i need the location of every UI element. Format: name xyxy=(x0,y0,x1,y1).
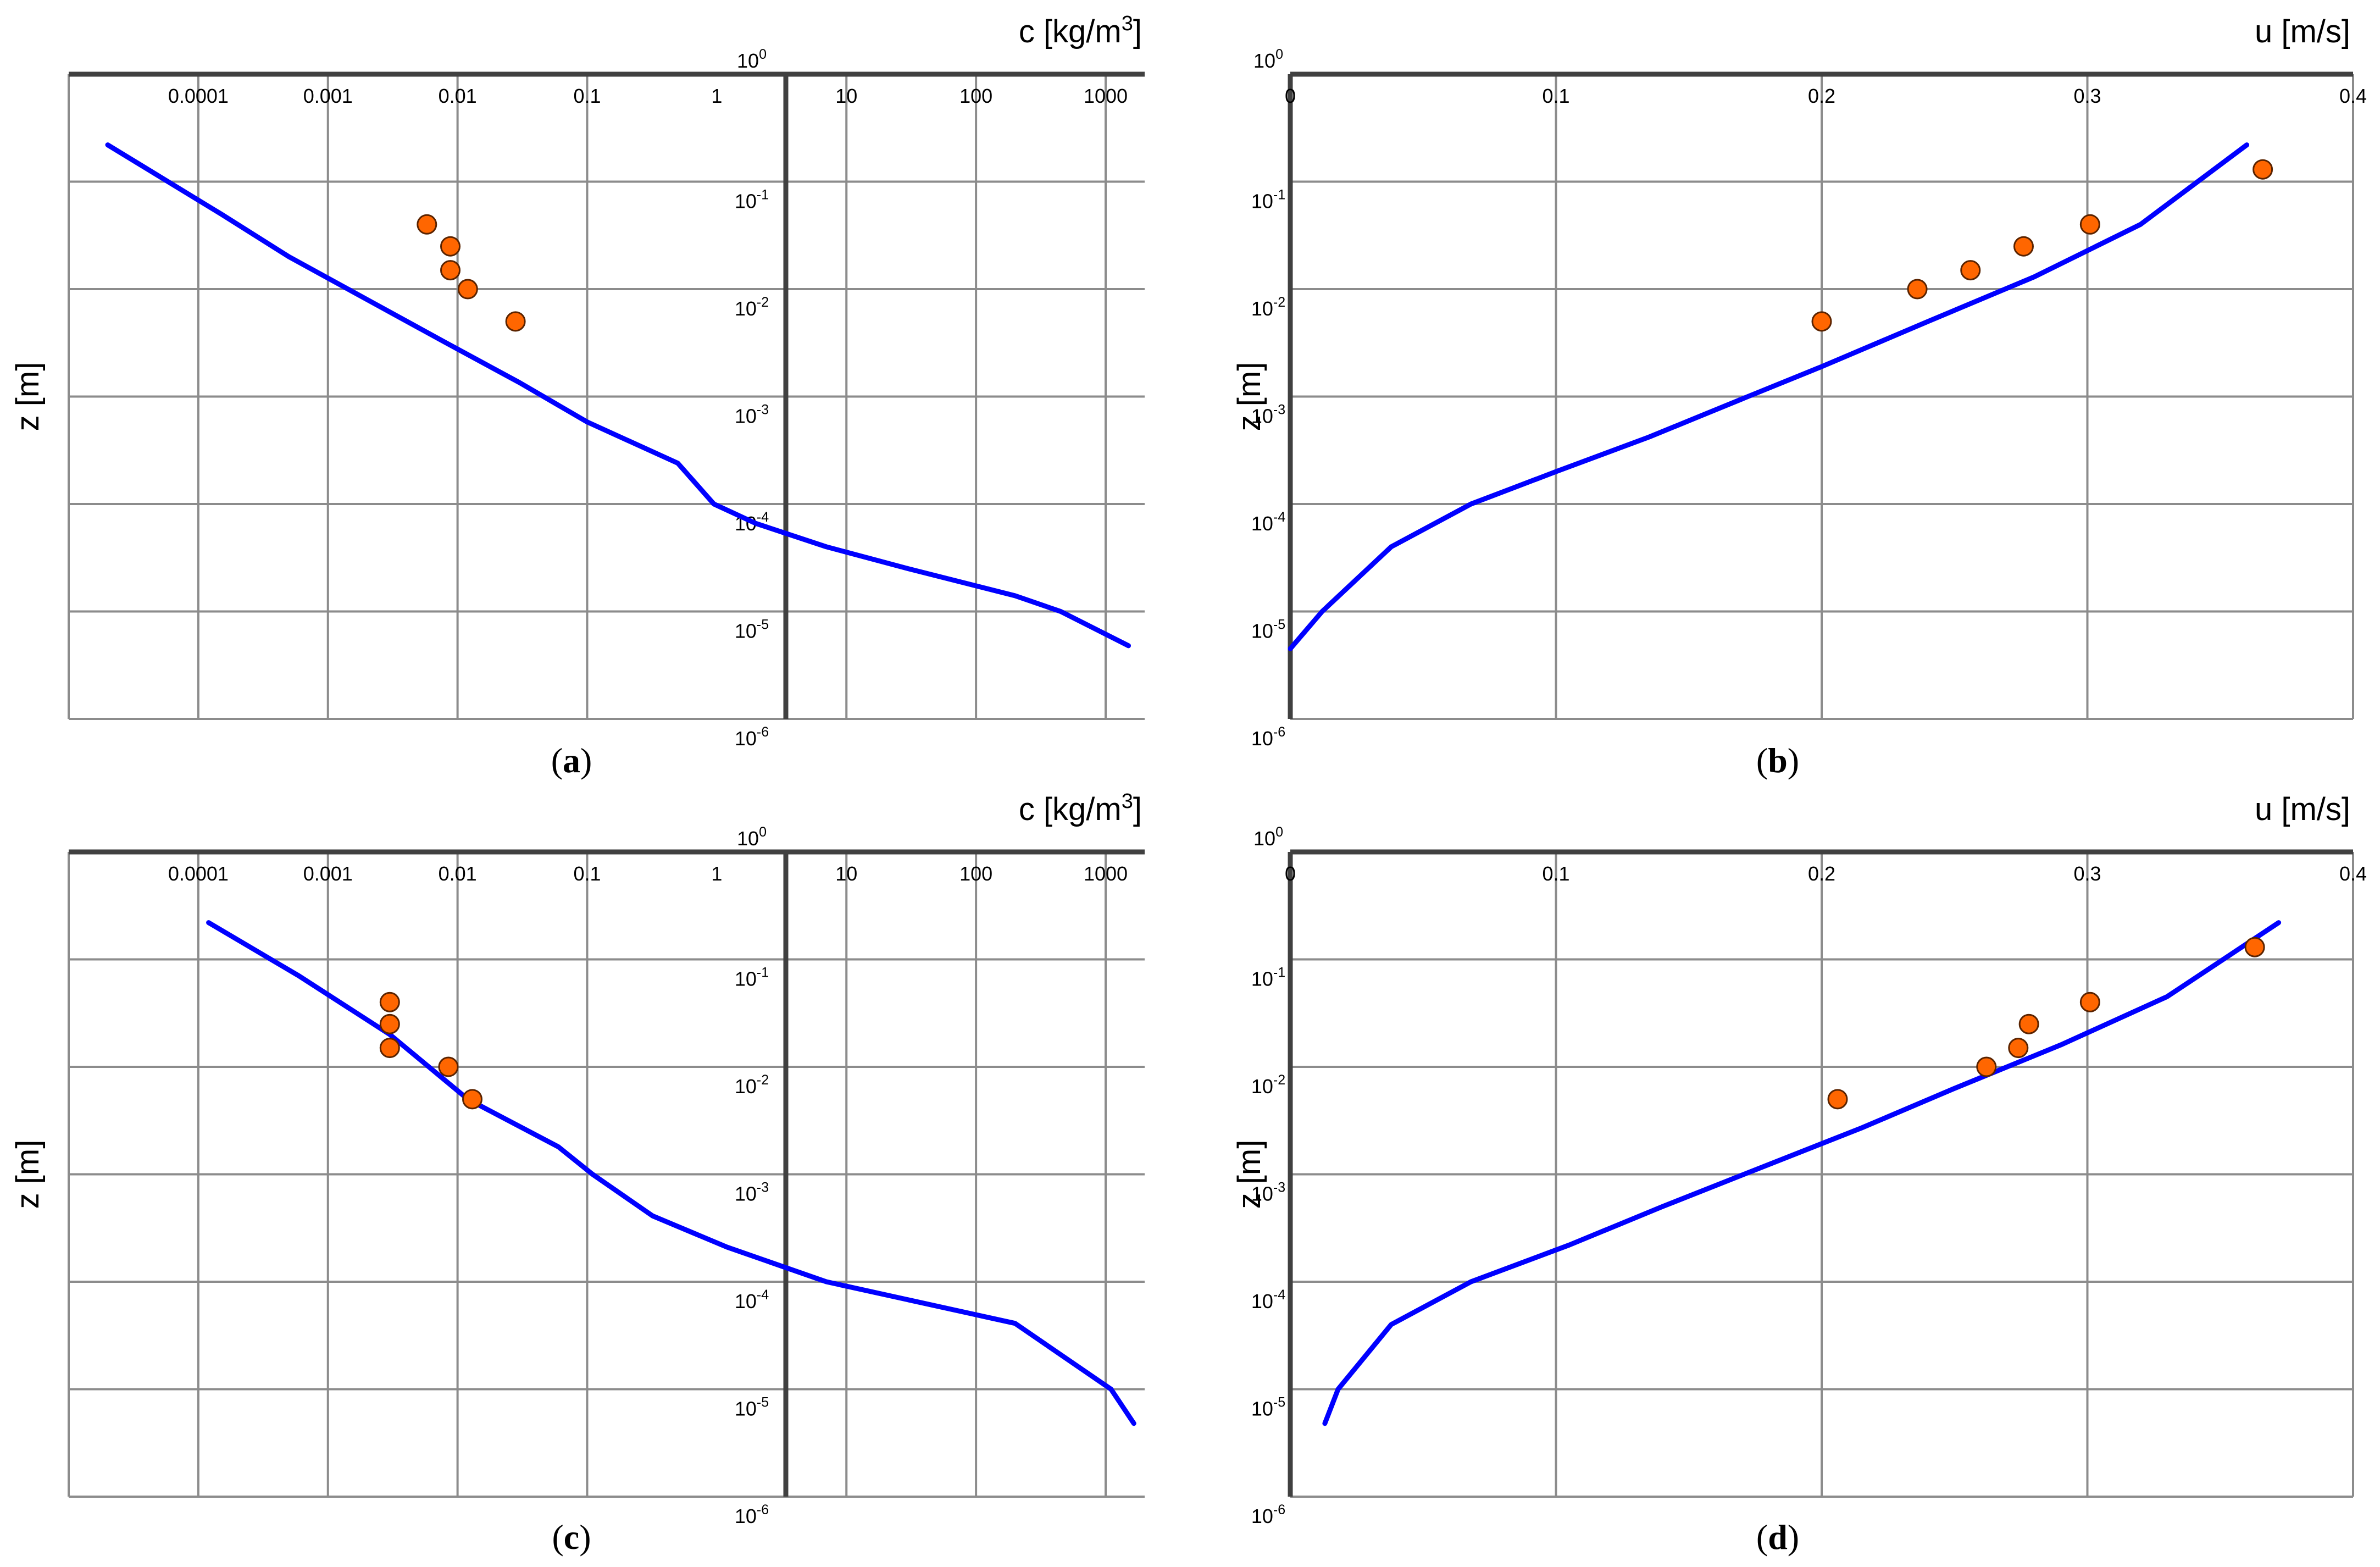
y-tick-label: 10-5 xyxy=(1251,1395,1285,1420)
x-axis-title: c [kg/m3] xyxy=(1019,790,1142,827)
panel-c: 0.0001 0.001 0.01 0.1 1 10 100 1000 100 10-1 10-2 1… xyxy=(10,790,1145,1557)
y-axis-title: z [m] xyxy=(10,362,46,431)
data-point xyxy=(379,1014,400,1034)
panel-a: 0.0001 0.001 0.01 0.1 1 10 100 1000 100 10-1 10-2 1… xyxy=(10,12,1145,780)
y-tick-label: 10-1 xyxy=(735,965,769,990)
y-tick-label: 10-5 xyxy=(735,617,769,643)
y-tick-label: 10-5 xyxy=(735,1395,769,1420)
x-tick-label: 0.001 xyxy=(303,85,353,107)
x-tick-label: 0.3 xyxy=(2073,862,2101,885)
panel-label: (a) xyxy=(551,741,592,780)
model-line xyxy=(206,920,1136,1426)
x-tick-label: 0 xyxy=(1285,862,1296,885)
panel-d: 0 0.1 0.2 0.3 0.4 100 10-1 10-2 10-3 10-4 10-5 10-6… xyxy=(1231,791,2367,1557)
x-tick-label: 1000 xyxy=(1084,862,1128,885)
data-point xyxy=(379,992,400,1012)
y-tick-label: 10-1 xyxy=(1251,187,1285,213)
x-tick-label: 0.1 xyxy=(1542,862,1569,885)
data-point xyxy=(438,1056,459,1077)
y-tick-label: 10-4 xyxy=(1251,1287,1285,1313)
y-tick-label: 10-6 xyxy=(735,724,769,750)
x-tick-label: 0.4 xyxy=(2339,862,2367,885)
y-axis-title: z [m] xyxy=(10,1140,46,1209)
x-tick-label: 10 xyxy=(835,85,857,107)
y-tick-label: 10-3 xyxy=(735,402,769,428)
y-tick-label: 10-4 xyxy=(735,1287,769,1313)
panel-label: (b) xyxy=(1756,741,1799,780)
data-point xyxy=(2079,214,2100,235)
x-tick-label: 0.3 xyxy=(2073,85,2101,107)
y-tick-label: 10-3 xyxy=(1251,1180,1285,1205)
panel-b: 0 0.1 0.2 0.3 0.4 100 10-1 10-2 10-3 10-4 10-5 10-6… xyxy=(1231,14,2367,780)
data-point xyxy=(1907,279,1928,300)
x-tick-label: 0.4 xyxy=(2339,85,2367,107)
y-tick-label: 10-2 xyxy=(1251,1072,1285,1098)
data-point xyxy=(1811,311,1832,332)
y-tick-label: 10-5 xyxy=(1251,617,1285,643)
data-point xyxy=(457,279,478,300)
y-tick-label: 10-6 xyxy=(1251,1502,1285,1527)
x-axis-title: u [m/s] xyxy=(2255,791,2350,827)
data-point xyxy=(379,1038,400,1059)
y-tick-label: 10-6 xyxy=(735,1502,769,1527)
data-point xyxy=(462,1089,482,1110)
panel-label: (d) xyxy=(1756,1518,1799,1557)
y-axis-title: z [m] xyxy=(1231,362,1267,431)
data-point xyxy=(505,311,526,332)
model-line xyxy=(105,142,1131,649)
data-point xyxy=(2079,992,2100,1012)
x-tick-label: 0.0001 xyxy=(168,85,229,107)
x-axis-title: c [kg/m3] xyxy=(1019,12,1142,49)
model-line xyxy=(1322,920,2282,1426)
x-tick-label: 0.1 xyxy=(573,862,601,885)
data-point xyxy=(440,260,461,281)
x-tick-label: 0.1 xyxy=(1542,85,1569,107)
data-point xyxy=(417,214,437,235)
x-tick-label: 0.0001 xyxy=(168,862,229,885)
y-axis-title: z [m] xyxy=(1231,1140,1267,1209)
x-tick-label: 1 xyxy=(711,85,722,107)
data-point xyxy=(2008,1038,2029,1059)
x-tick-label: 10 xyxy=(835,862,857,885)
model-line xyxy=(1288,142,2250,651)
x-axis-title: u [m/s] xyxy=(2255,14,2350,49)
x-tick-label: 1 xyxy=(711,862,722,885)
y-tick-label: 10-3 xyxy=(1251,402,1285,428)
data-point xyxy=(1960,260,1981,281)
y-tick-label: 10-4 xyxy=(1251,510,1285,535)
data-point xyxy=(1827,1089,1848,1110)
x-tick-label: 0.01 xyxy=(439,862,477,885)
y-tick-label: 100 xyxy=(1253,824,1283,850)
x-tick-label: 0.01 xyxy=(439,85,477,107)
y-tick-label: 10-6 xyxy=(1251,724,1285,750)
data-point xyxy=(2018,1014,2039,1034)
y-tick-label: 10-1 xyxy=(735,187,769,213)
y-tick-label: 10-3 xyxy=(735,1180,769,1205)
data-point xyxy=(2253,159,2273,180)
y-tick-label: 10-1 xyxy=(1251,965,1285,990)
x-tick-label: 1000 xyxy=(1084,85,1128,107)
y-tick-label: 100 xyxy=(737,47,767,72)
data-point xyxy=(440,236,461,257)
data-point xyxy=(2244,937,2265,957)
x-tick-label: 0.001 xyxy=(303,862,353,885)
y-tick-label: 100 xyxy=(1253,47,1283,72)
y-tick-label: 10-2 xyxy=(735,295,769,320)
x-tick-label: 0 xyxy=(1285,85,1296,107)
x-tick-label: 100 xyxy=(959,85,992,107)
x-tick-label: 100 xyxy=(959,862,992,885)
x-tick-label: 0.2 xyxy=(1808,862,1835,885)
data-point xyxy=(2013,236,2034,257)
y-tick-label: 10-2 xyxy=(735,1072,769,1098)
x-tick-label: 0.2 xyxy=(1808,85,1835,107)
y-tick-label: 10-2 xyxy=(1251,295,1285,320)
x-tick-label: 0.1 xyxy=(573,85,601,107)
data-point xyxy=(1976,1056,1997,1077)
y-tick-label: 100 xyxy=(737,824,767,850)
panel-label: (c) xyxy=(552,1518,591,1557)
